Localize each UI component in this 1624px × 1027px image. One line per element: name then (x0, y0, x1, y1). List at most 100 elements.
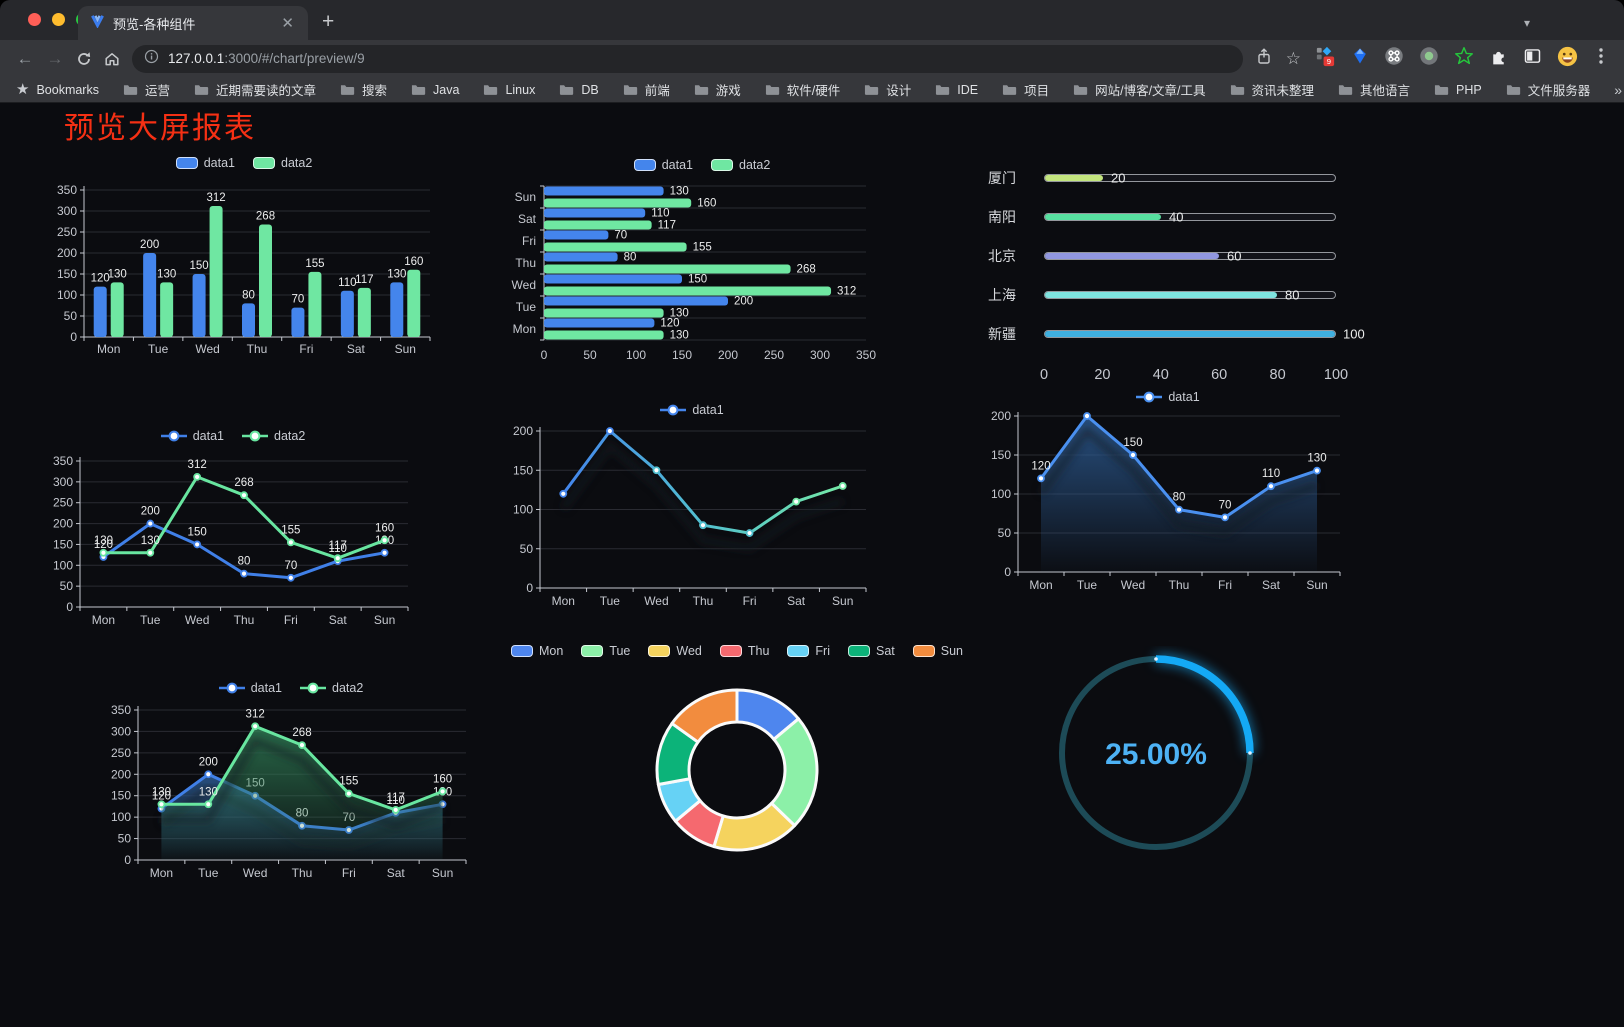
bookmark-folder-label: 设计 (886, 84, 912, 98)
svg-text:70: 70 (284, 560, 297, 572)
home-button[interactable] (98, 50, 126, 68)
svg-text:117: 117 (329, 540, 347, 552)
bookmark-folder[interactable]: 设计 (864, 80, 911, 99)
close-window-button[interactable] (28, 13, 41, 26)
bookmark-folder-label: PHP (1456, 82, 1482, 97)
legend-item[interactable]: data2 (300, 681, 363, 695)
legend-label: data2 (739, 158, 771, 172)
bookmark-folder[interactable]: 其他语言 (1338, 80, 1410, 99)
legend-line-icon (218, 682, 245, 694)
reader-mode-icon[interactable] (1522, 46, 1543, 72)
progress-axis-tick: 80 (1269, 367, 1286, 383)
svg-text:350: 350 (53, 454, 73, 468)
bookmark-folder-label: Java (433, 82, 460, 97)
bookmark-folder-label: DB (581, 82, 599, 97)
svg-text:130: 130 (670, 308, 689, 320)
bookmark-folder[interactable]: 近期需要读的文章 (194, 80, 316, 99)
bookmark-folder[interactable]: 项目 (1002, 80, 1049, 99)
svg-text:130: 130 (108, 268, 127, 280)
svg-text:Fri: Fri (743, 594, 757, 608)
share-icon[interactable] (1255, 47, 1273, 71)
legend-item[interactable]: data1 (160, 429, 224, 443)
legend-item[interactable]: Wed (648, 644, 702, 658)
reload-button[interactable] (70, 50, 98, 68)
svg-text:130: 130 (1307, 453, 1326, 465)
bookmark-folder[interactable]: Linux (483, 83, 535, 97)
svg-text:25.00%: 25.00% (1105, 738, 1207, 771)
legend-swatch (912, 645, 935, 657)
progress-value: 100 (1343, 326, 1365, 341)
legend-item[interactable]: data2 (242, 429, 305, 443)
svg-text:130: 130 (199, 786, 218, 798)
legend-item[interactable]: Sun (912, 644, 963, 658)
dot-extension-icon[interactable] (1418, 45, 1440, 72)
legend-item[interactable]: Thu (719, 644, 769, 658)
legend-item[interactable]: Fri (787, 644, 830, 658)
svg-text:Wed: Wed (1121, 578, 1145, 592)
site-info-icon[interactable] (144, 49, 159, 69)
legend-label: data2 (274, 429, 306, 443)
legend-item[interactable]: data1 (660, 403, 724, 417)
svg-text:117: 117 (658, 220, 676, 232)
command-extension-icon[interactable] (1383, 45, 1405, 72)
forward-button[interactable]: → (46, 49, 64, 68)
svg-text:150: 150 (57, 267, 77, 281)
svg-text:50: 50 (118, 832, 132, 846)
back-button[interactable]: ← (16, 49, 34, 68)
svg-text:Thu: Thu (234, 613, 255, 627)
bookmark-folder[interactable]: DB (559, 82, 599, 97)
extension-app-icon[interactable]: 9 (1314, 45, 1337, 73)
bookmark-folder[interactable]: 文件服务器 (1506, 80, 1590, 99)
svg-text:150: 150 (991, 448, 1011, 462)
progress-row: 厦门 20 (988, 158, 1336, 197)
chart-legend: data1 (504, 399, 880, 421)
bookmark-folder[interactable]: Java (411, 83, 459, 97)
bookmark-folder[interactable]: PHP (1434, 83, 1482, 97)
svg-text:Sat: Sat (518, 212, 537, 226)
gauge-chart: 25.00% (1034, 646, 1282, 886)
legend-label: data2 (332, 681, 364, 695)
svg-text:Sun: Sun (374, 613, 395, 627)
extensions-puzzle-icon[interactable] (1488, 46, 1509, 72)
bookmarks-manager[interactable]: ★ Bookmarks (16, 82, 99, 97)
bookmark-star-icon[interactable]: ☆ (1285, 49, 1301, 68)
tab-search-chevron-icon[interactable]: ▾ (1523, 16, 1530, 30)
legend-item[interactable]: data1 (1136, 390, 1200, 404)
menu-dots-icon[interactable] (1592, 46, 1610, 71)
legend-item[interactable]: data2 (253, 156, 312, 170)
legend-item[interactable]: Sat (848, 644, 895, 658)
bookmark-folder[interactable]: 资讯未整理 (1230, 80, 1314, 99)
legend-item[interactable]: data1 (175, 156, 235, 170)
svg-text:Sat: Sat (1262, 578, 1281, 592)
svg-text:100: 100 (57, 288, 77, 302)
address-bar[interactable]: 127.0.0.1:3000/#/chart/preview/9 (132, 44, 1243, 73)
profile-avatar-icon[interactable] (1556, 45, 1579, 73)
bookmark-folder[interactable]: 软件/硬件 (765, 80, 840, 99)
progress-row: 上海 80 (988, 275, 1336, 314)
svg-text:Tue: Tue (148, 342, 169, 356)
svg-text:Wed: Wed (512, 278, 536, 292)
bookmarks-overflow-chevron[interactable]: » (1614, 81, 1623, 98)
gem-extension-icon[interactable] (1350, 45, 1370, 72)
legend-item[interactable]: data2 (711, 158, 770, 172)
bookmark-folder[interactable]: 搜索 (340, 80, 387, 99)
svg-text:268: 268 (797, 264, 816, 276)
bookmark-folder[interactable]: 运营 (123, 80, 170, 99)
svg-text:70: 70 (292, 294, 305, 306)
svg-text:Fri: Fri (522, 234, 536, 248)
bookmark-folder[interactable]: 前端 (623, 80, 670, 99)
legend-label: data1 (203, 156, 235, 170)
legend-item[interactable]: data1 (633, 158, 693, 172)
minimize-window-button[interactable] (52, 13, 65, 26)
legend-item[interactable]: Tue (581, 644, 630, 658)
legend-swatch (633, 159, 656, 171)
bookmark-folder[interactable]: 游戏 (694, 80, 741, 99)
bookmark-folder[interactable]: IDE (935, 83, 978, 97)
tab-close-icon[interactable]: ✕ (281, 14, 294, 32)
legend-item[interactable]: Mon (510, 644, 563, 658)
star-extension-icon[interactable] (1453, 45, 1475, 72)
new-tab-button[interactable]: + (322, 10, 335, 33)
bookmark-folder[interactable]: 网站/博客/文章/工具 (1073, 80, 1206, 99)
legend-item[interactable]: data1 (218, 681, 282, 695)
browser-tab[interactable]: 预览-各种组件 ✕ (78, 6, 308, 40)
